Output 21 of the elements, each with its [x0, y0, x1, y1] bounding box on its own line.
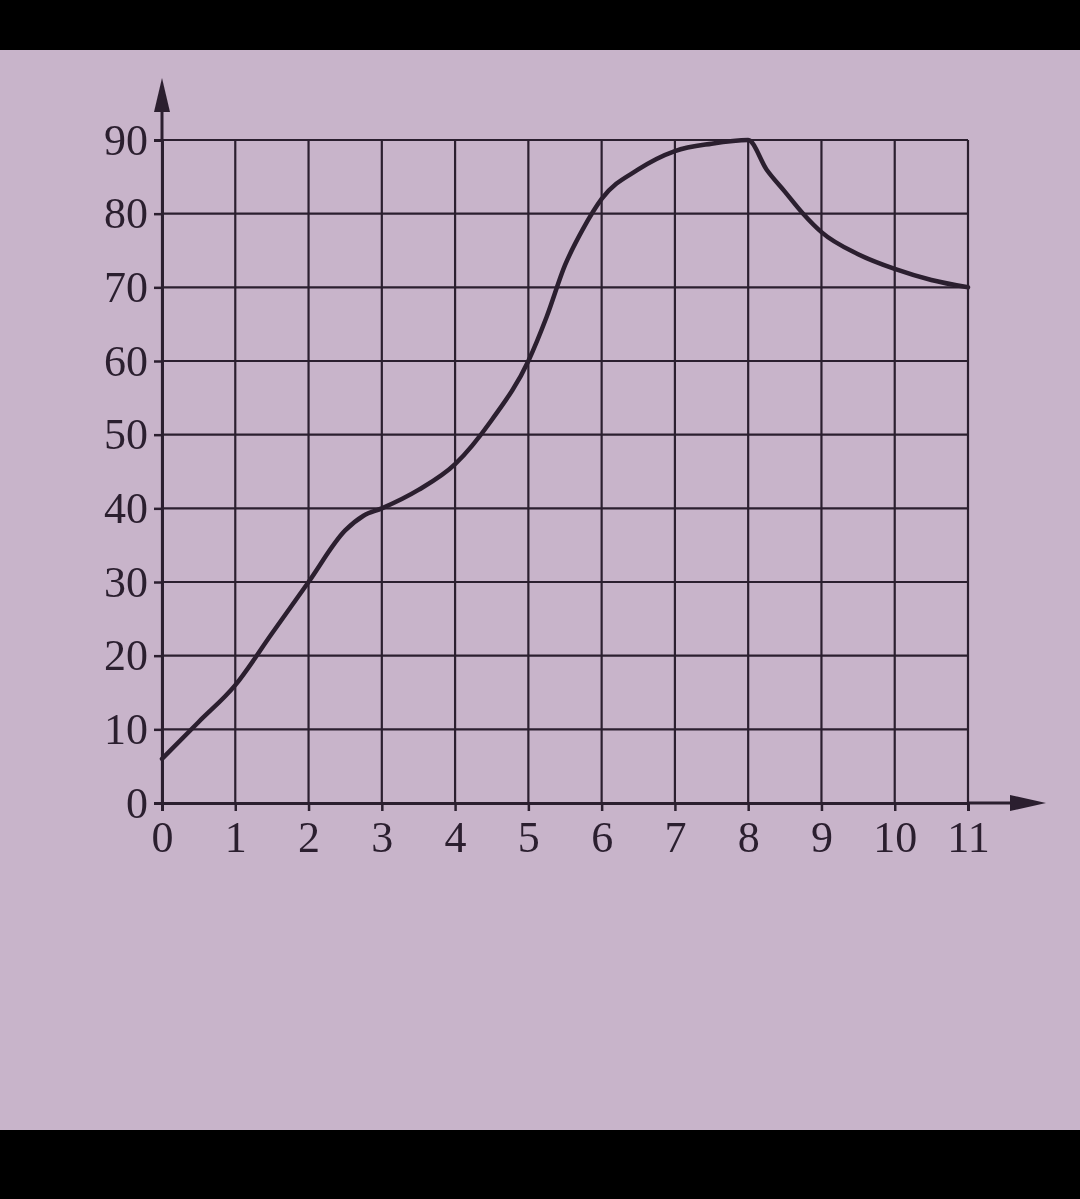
x-tick-label: 7	[664, 813, 687, 863]
x-tick-label: 6	[591, 813, 614, 863]
x-tick-label: 2	[298, 813, 321, 863]
y-tick-label: 60	[104, 336, 148, 386]
y-tick-label: 80	[104, 189, 148, 239]
x-tick-label: 3	[371, 813, 394, 863]
y-tick-label: 20	[104, 631, 148, 681]
x-tick-label: 9	[810, 813, 833, 863]
y-tick-label: 10	[104, 704, 148, 754]
x-tick-label: 8	[737, 813, 760, 863]
x-tick-label: 1	[224, 813, 247, 863]
x-tick-label: 5	[517, 813, 540, 863]
y-tick-label: 90	[104, 115, 148, 165]
y-tick-label: 30	[104, 557, 148, 607]
x-tick-label: 10	[873, 813, 918, 863]
x-tick-label: 11	[947, 813, 990, 863]
y-tick-label: 40	[104, 483, 148, 533]
y-tick-label: 70	[104, 262, 148, 312]
y-tick-label: 0	[126, 778, 148, 828]
y-tick-label: 50	[104, 410, 148, 460]
x-tick-label: 4	[444, 813, 467, 863]
